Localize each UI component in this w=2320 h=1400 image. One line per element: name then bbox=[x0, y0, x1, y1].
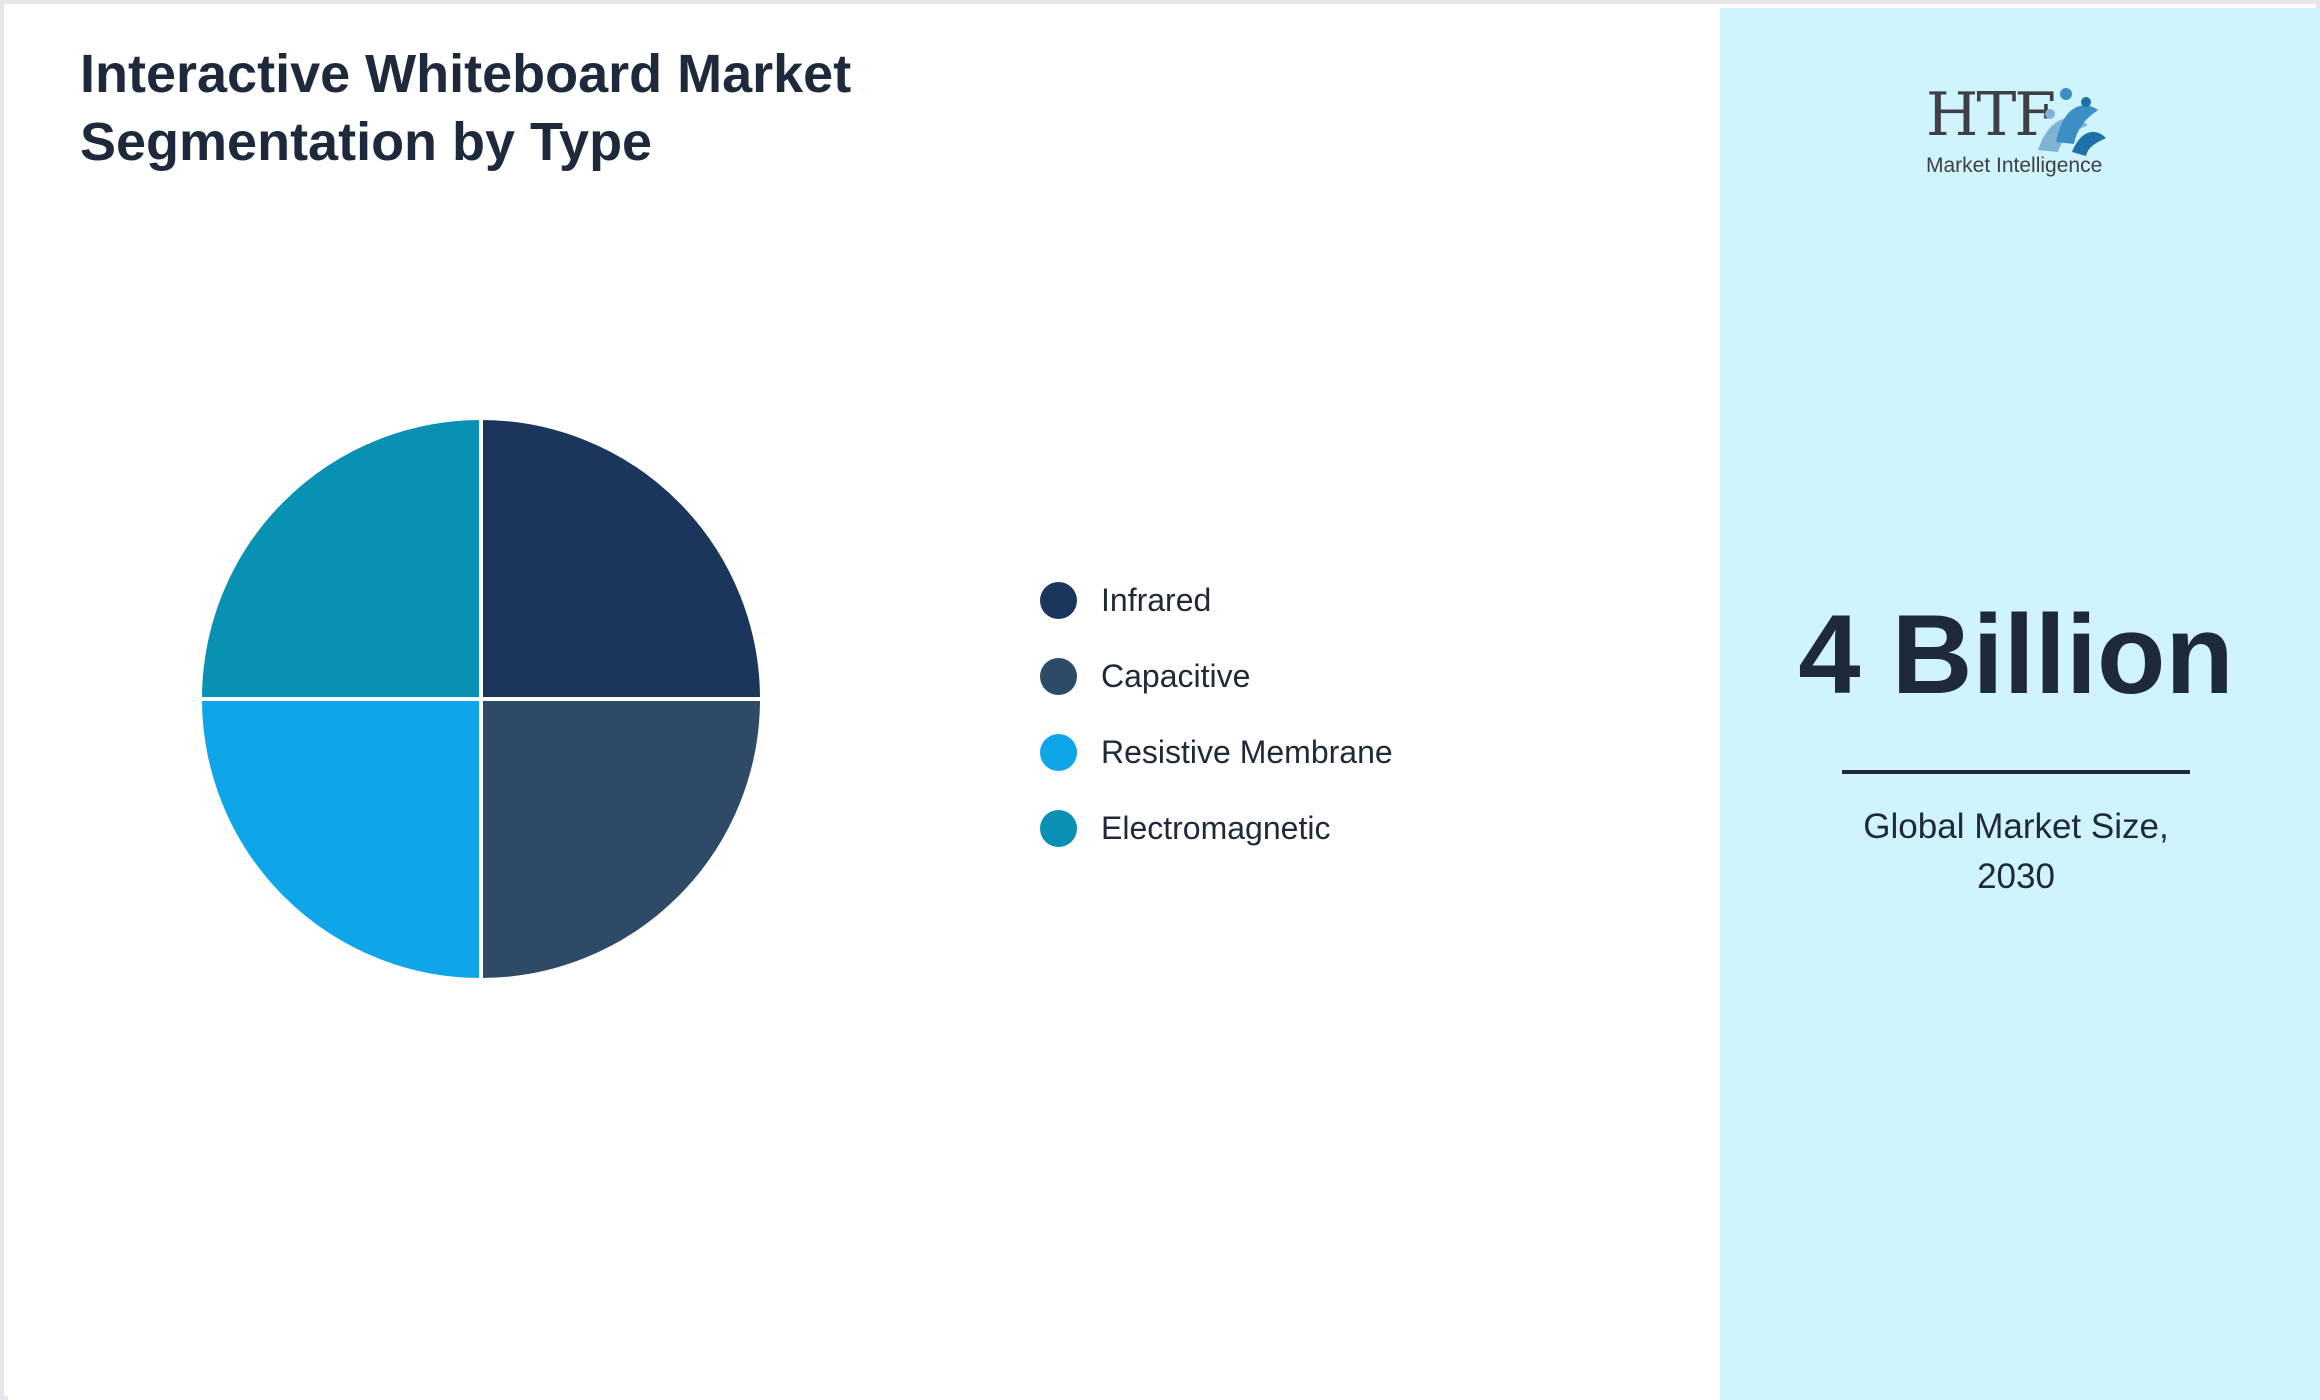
caption-line-1: Global Market Size, bbox=[1863, 807, 2169, 846]
htf-logo: HTF Market Intelligence bbox=[1920, 76, 2110, 186]
logo-brand: HTF bbox=[1926, 80, 2056, 150]
legend-swatch bbox=[1040, 657, 1077, 695]
legend-label: Infrared bbox=[1101, 581, 1212, 618]
logo-tagline: Market Intelligence bbox=[1926, 154, 2103, 177]
pie-slice-infrared bbox=[479, 415, 765, 701]
caption-line-2: 2030 bbox=[1977, 857, 2055, 896]
metric-divider bbox=[1842, 770, 2190, 774]
pie-slice-electromagnetic bbox=[197, 415, 483, 701]
pie-chart bbox=[197, 415, 765, 983]
chart-title-line-1: Interactive Whiteboard Market bbox=[80, 44, 852, 104]
legend-item: Infrared bbox=[1040, 562, 1393, 638]
legend-item: Electromagnetic bbox=[1040, 790, 1393, 866]
legend-swatch bbox=[1040, 581, 1077, 619]
legend-item: Capacitive bbox=[1040, 638, 1393, 714]
legend-item: Resistive Membrane bbox=[1040, 714, 1393, 790]
market-size-caption: Global Market Size, 2030 bbox=[1816, 802, 2216, 902]
market-size-value: 4 Billion bbox=[1798, 592, 2234, 717]
legend-swatch bbox=[1040, 733, 1077, 771]
legend-label: Capacitive bbox=[1101, 657, 1251, 694]
pie-slice-resistive-membrane bbox=[197, 697, 483, 983]
pie-slice-capacitive bbox=[479, 697, 765, 983]
chart-title: Interactive Whiteboard Market Segmentati… bbox=[80, 40, 980, 176]
legend-label: Electromagnetic bbox=[1101, 809, 1331, 846]
legend-swatch bbox=[1040, 809, 1077, 847]
htf-logo-icon bbox=[2038, 88, 2106, 156]
chart-title-line-2: Segmentation by Type bbox=[80, 112, 653, 172]
legend-label: Resistive Membrane bbox=[1101, 733, 1393, 770]
summary-panel bbox=[1720, 8, 2320, 1400]
chart-legend: Infrared Capacitive Resistive Membrane Elec… bbox=[1040, 562, 1393, 866]
